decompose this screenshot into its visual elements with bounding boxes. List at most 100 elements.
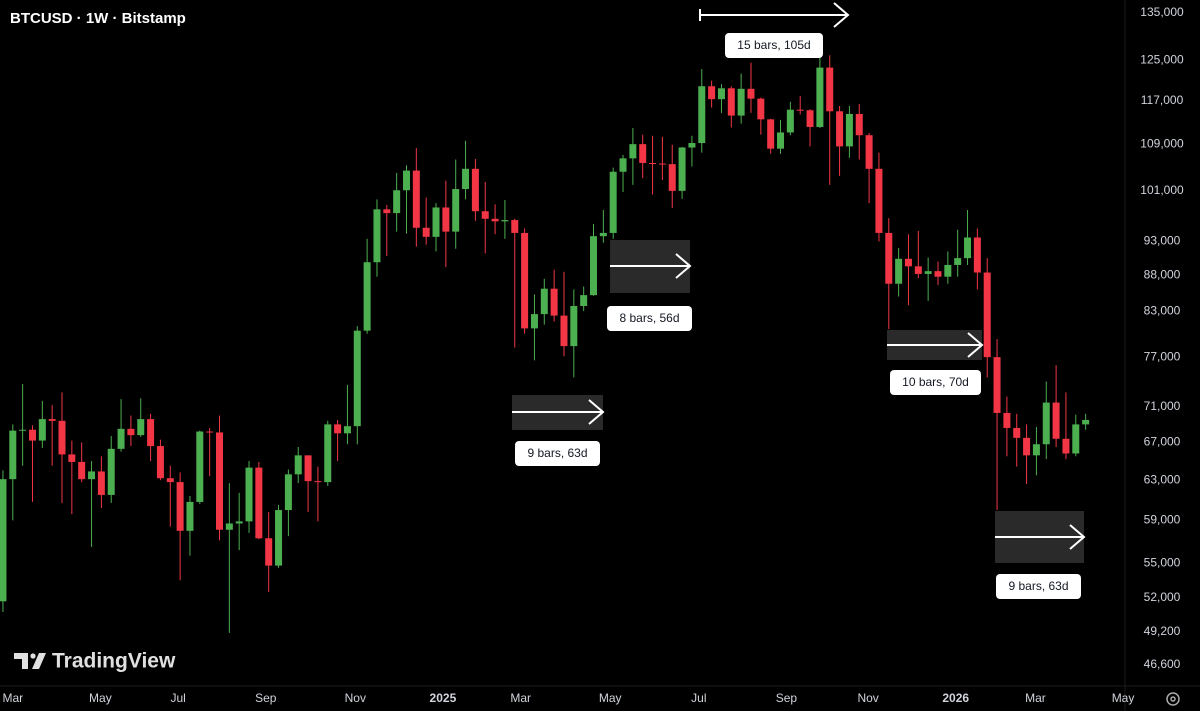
measure-label: 9 bars, 63d [1008, 579, 1068, 593]
gear-outline[interactable] [1166, 692, 1180, 706]
candle-body [294, 455, 302, 475]
measure-label: 10 bars, 70d [902, 375, 969, 389]
candle-body [708, 86, 716, 100]
candle-body [412, 170, 420, 228]
measure-arrow-head [967, 332, 984, 358]
candle-body [1032, 444, 1040, 456]
candle-body [826, 67, 834, 112]
candle-body [639, 144, 647, 163]
candle-body [540, 288, 548, 315]
x-tick-label: 2025 [430, 691, 457, 705]
measure-label-box [515, 441, 600, 466]
candle-body [737, 88, 745, 116]
x-tick-label: Jul [691, 691, 706, 705]
candle-body [206, 431, 214, 433]
candle-body [0, 479, 7, 602]
candle-body [924, 271, 932, 274]
candle-body [816, 67, 824, 127]
candle-body [88, 471, 96, 480]
candle-body [1062, 438, 1070, 454]
y-tick-label: 125,000 [1140, 52, 1184, 66]
x-tick-label: May [89, 691, 112, 705]
measure-label: 9 bars, 63d [527, 446, 587, 460]
y-tick-label: 83,000 [1144, 303, 1181, 317]
candle-body [481, 211, 489, 219]
candle-body [1082, 419, 1090, 425]
candle-body [38, 419, 46, 441]
measure-label: 8 bars, 56d [619, 311, 679, 325]
candle-body [1003, 412, 1011, 428]
measure-label-box [725, 33, 823, 58]
x-tick-label: Sep [255, 691, 277, 705]
measure-arrow-head [588, 399, 605, 425]
candle-body [885, 232, 893, 284]
candle-body [196, 431, 204, 502]
candle-body [1072, 424, 1080, 454]
measure-tool: 15 bars, 105d [699, 2, 850, 58]
measure-label-box [607, 306, 692, 331]
candle-body [993, 357, 1001, 413]
watermark-logo: TradingView [14, 650, 176, 673]
candle-body [629, 144, 637, 159]
logo-dot [30, 653, 36, 659]
candle-body [78, 461, 86, 480]
candle-body [511, 220, 519, 233]
candle-body [186, 501, 194, 531]
candle-body [806, 110, 814, 127]
candle-body [747, 88, 755, 99]
candle-body [698, 86, 706, 144]
candle-body [97, 471, 105, 495]
y-tick-label: 46,600 [1144, 657, 1181, 671]
candle-body [983, 272, 991, 358]
candle-body [314, 481, 322, 483]
candle-body [117, 428, 125, 449]
candle-body [550, 288, 558, 316]
measure-label-box [996, 574, 1081, 599]
candle-body [9, 430, 17, 480]
y-tick-label: 109,000 [1140, 136, 1184, 150]
candle-body [166, 478, 174, 483]
y-tick-label: 101,000 [1140, 183, 1184, 197]
y-tick-label: 67,000 [1144, 435, 1181, 449]
candle-body [895, 258, 903, 284]
measure-arrow-head [833, 2, 850, 28]
candle-body [521, 232, 529, 329]
candle-body [137, 419, 145, 436]
settings-icon[interactable] [1166, 692, 1180, 706]
candle-body [107, 448, 115, 495]
y-tick-label: 135,000 [1140, 5, 1184, 19]
x-tick-label: Sep [776, 691, 798, 705]
measure-arrow-head [675, 253, 692, 279]
candle-body [973, 237, 981, 273]
candle-body [442, 207, 450, 232]
candle-body [28, 429, 36, 441]
candle-body [757, 98, 765, 120]
candle-body [58, 420, 66, 455]
candle-body [619, 158, 627, 172]
candle-body [865, 135, 873, 169]
candle-body [767, 119, 775, 149]
gear-center[interactable] [1170, 696, 1176, 702]
candle-body [727, 88, 735, 116]
candle-body [491, 218, 499, 222]
candle-body [1013, 427, 1021, 438]
candle-body [127, 428, 135, 436]
x-tick-label: Jul [170, 691, 185, 705]
candles [0, 54, 1090, 633]
candle-body [668, 164, 676, 191]
candle-body [452, 189, 460, 232]
candle-body [393, 190, 401, 214]
x-tick-label: Mar [1025, 691, 1046, 705]
candle-body [19, 429, 27, 431]
candle-body [462, 168, 470, 190]
candle-body [796, 109, 804, 111]
measure-tool: 9 bars, 63d [512, 395, 605, 466]
candle-body [560, 315, 568, 347]
candle-body [678, 147, 686, 191]
candle-body [363, 262, 371, 331]
x-tick-label: 2026 [942, 691, 969, 705]
y-tick-label: 63,000 [1144, 472, 1181, 486]
